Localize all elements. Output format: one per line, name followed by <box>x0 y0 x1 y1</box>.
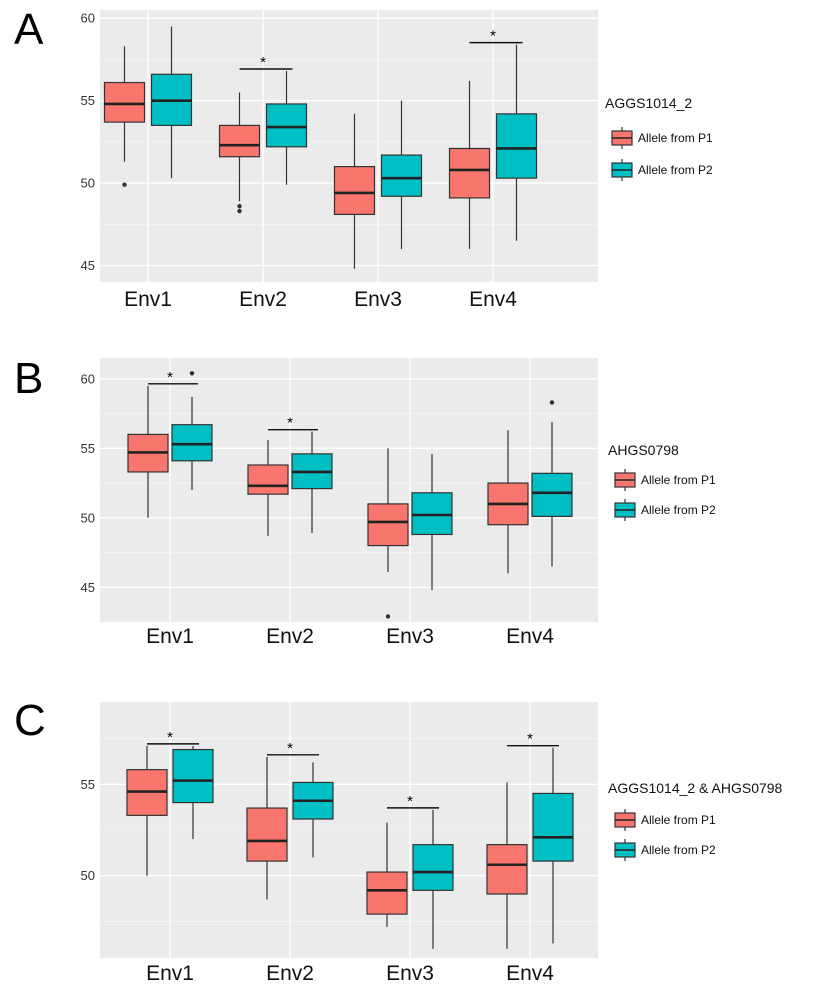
outlier-point <box>122 182 127 187</box>
legend-label: Allele from P2 <box>638 163 713 177</box>
significance-star: * <box>490 28 496 45</box>
box-p1-env4 <box>448 80 491 250</box>
box-p2-env2 <box>292 762 334 858</box>
box-body <box>448 147 491 199</box>
outlier-point <box>549 400 555 405</box>
y-tick-label: 50 <box>81 868 95 883</box>
legend-label: Allele from P1 <box>641 813 716 827</box>
box-body <box>411 492 453 536</box>
box-body <box>172 748 214 804</box>
panel-c: C 50 55 Env1 Env2 Env3 Env4 * * * * AGGS1014_2 & AH… <box>14 696 783 985</box>
box-p1-env2 <box>218 92 261 214</box>
outlier-point <box>237 203 242 209</box>
box-p2-env3 <box>380 100 423 250</box>
x-tick-label: Env4 <box>469 288 517 311</box>
significance-star: * <box>260 54 266 71</box>
box-body <box>265 103 308 148</box>
box-p2-env3 <box>412 809 454 949</box>
box-p1-env3 <box>367 448 409 619</box>
legend-label: Allele from P2 <box>641 843 716 857</box>
legend-title: AGGS1014_2 <box>605 95 692 111</box>
y-tick-label: 50 <box>81 176 95 191</box>
x-tick-label: Env1 <box>124 288 172 311</box>
box-p1-env4 <box>486 782 528 949</box>
box-body <box>486 844 528 895</box>
box-body <box>103 81 146 123</box>
box-body <box>532 792 574 862</box>
box-p2-env4 <box>531 400 573 567</box>
box-p1-env2 <box>247 439 289 536</box>
box-p2-env2 <box>291 431 333 534</box>
box-p2-env2 <box>265 70 308 185</box>
outlier-point <box>385 614 391 619</box>
x-tick-label: Env3 <box>386 625 434 648</box>
y-tick-label: 60 <box>81 371 95 386</box>
x-tick-label: Env1 <box>146 962 194 985</box>
significance-star: * <box>287 415 293 432</box>
box-body <box>366 871 408 915</box>
panel-label: C <box>14 696 46 745</box>
box-p2-env3 <box>411 453 453 591</box>
legend-label: Allele from P1 <box>638 131 713 145</box>
y-tick-label: 60 <box>81 11 95 26</box>
y-tick-label: 45 <box>81 580 95 595</box>
legend-label: Allele from P1 <box>641 473 716 487</box>
box-body <box>367 503 409 547</box>
legend-title: AHGS0798 <box>608 442 679 458</box>
y-tick-label: 45 <box>81 258 95 273</box>
significance-star: * <box>167 729 173 746</box>
y-tick-label: 55 <box>81 777 95 792</box>
box-body <box>218 124 261 158</box>
legend-label: Allele from P2 <box>641 503 716 517</box>
significance-star: * <box>527 731 533 748</box>
box-p2-env4 <box>495 44 538 241</box>
box-p2-env1 <box>150 26 193 179</box>
box-p1-env3 <box>366 822 408 927</box>
y-tick-label: 55 <box>81 441 95 456</box>
box-body <box>171 424 213 462</box>
significance-star: * <box>287 740 293 757</box>
box-p1-env1 <box>127 385 169 518</box>
x-tick-label: Env2 <box>239 288 287 311</box>
x-tick-label: Env4 <box>506 962 554 985</box>
x-tick-label: Env1 <box>146 625 194 648</box>
box-p1-env3 <box>333 113 376 269</box>
panel-b: B 45 50 55 60 Env1 Env2 Env3 Env4 * * AHGS0798 Allel… <box>14 354 716 648</box>
box-p1-env1 <box>126 745 168 876</box>
box-body <box>247 464 289 495</box>
x-tick-label: Env4 <box>506 625 554 648</box>
box-p1-env1 <box>103 46 146 187</box>
box-body <box>412 844 454 891</box>
box-body <box>495 113 538 179</box>
box-p2-env4 <box>532 747 574 944</box>
box-body <box>380 154 423 197</box>
box-body <box>246 807 288 862</box>
significance-star: * <box>407 793 413 810</box>
panel-label: A <box>14 5 44 54</box>
legend-title: AGGS1014_2 & AHGS0798 <box>608 780 783 796</box>
panel-a: A 45 50 55 60 Env1 Env2 Env3 Env4 * * AGGS1014_2 All… <box>14 5 713 311</box>
box-p2-env1 <box>172 745 214 840</box>
y-tick-label: 55 <box>81 93 95 108</box>
x-tick-label: Env2 <box>266 962 314 985</box>
box-p2-env1 <box>171 371 213 490</box>
panel-label: B <box>14 354 43 403</box>
y-tick-label: 50 <box>81 510 95 525</box>
box-body <box>531 472 573 518</box>
outlier-point <box>237 208 242 214</box>
x-tick-label: Env3 <box>386 962 434 985</box>
box-p1-env4 <box>487 430 529 574</box>
box-p1-env2 <box>246 756 288 900</box>
x-tick-label: Env3 <box>354 288 402 311</box>
x-tick-label: Env2 <box>266 625 314 648</box>
outlier-point <box>189 371 195 376</box>
significance-star: * <box>167 369 173 386</box>
box-body <box>333 166 376 216</box>
